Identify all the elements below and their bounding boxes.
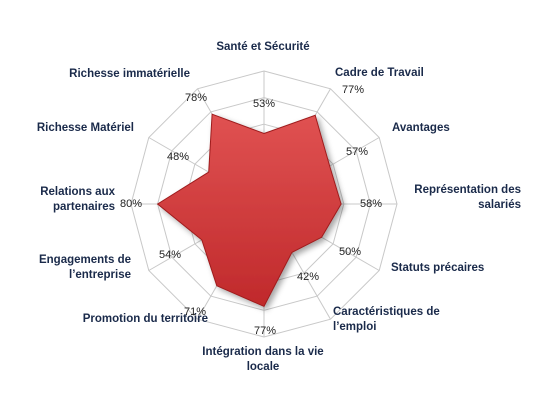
category-labels: Santé et Sécurité Cadre de Travail Avantag…: [37, 41, 521, 373]
value-label-12: 78%: [185, 92, 207, 104]
category-label-6: Caractéristiques de l’emploi: [333, 306, 440, 333]
category-label-4: Représentation des salariés: [414, 184, 521, 211]
value-label-6: 42%: [297, 271, 319, 283]
value-label-1: 53%: [253, 98, 275, 110]
value-label-9: 54%: [159, 249, 181, 261]
category-label-10: Relations aux partenaires: [40, 186, 115, 213]
value-label-11: 48%: [167, 151, 189, 163]
value-label-5: 50%: [339, 246, 361, 258]
category-label-11: Richesse Matériel: [37, 122, 134, 134]
category-label-5: Statuts précaires: [391, 262, 484, 274]
category-label-1: Santé et Sécurité: [216, 41, 309, 53]
value-label-10: 80%: [120, 198, 142, 210]
category-label-12: Richesse immatérielle: [69, 68, 190, 80]
value-label-2: 77%: [342, 84, 364, 96]
radar-series: [156, 113, 342, 308]
value-label-4: 58%: [360, 198, 382, 210]
value-label-3: 57%: [346, 146, 368, 158]
category-label-8: Promotion du territoire: [83, 313, 208, 325]
value-labels: 53% 77% 57% 58% 50% 42% 77% 71% 54% 80% 48% 78%: [120, 84, 382, 337]
category-label-7: Intégration dans la vie locale: [202, 346, 323, 373]
category-label-2: Cadre de Travail: [335, 67, 424, 79]
category-label-9: Engagements de l’entreprise: [39, 254, 131, 281]
value-label-8: 71%: [184, 306, 206, 318]
value-label-7: 77%: [254, 325, 276, 337]
series-area: [156, 113, 342, 308]
category-label-3: Avantages: [392, 122, 450, 134]
